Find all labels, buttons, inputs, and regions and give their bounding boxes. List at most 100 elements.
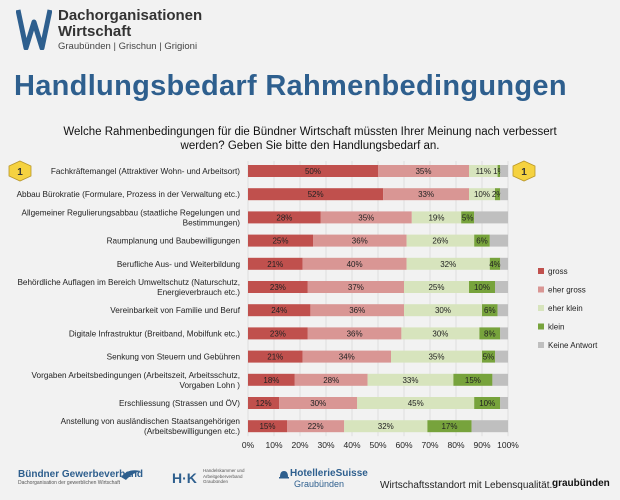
hk-sub1: Handelskammer und xyxy=(203,468,245,473)
bar-segment xyxy=(495,350,508,363)
organisation-logo-mark xyxy=(16,9,52,50)
data-label: 40% xyxy=(347,260,363,269)
bar-segment xyxy=(497,304,508,317)
bar-segment xyxy=(495,188,501,201)
x-tick-label: 40% xyxy=(343,440,360,450)
legend-label: Keine Antwort xyxy=(548,341,598,350)
bar-segment xyxy=(427,420,472,433)
hk-sub3: Graubünden xyxy=(203,479,229,484)
organisation-name: Dachorganisationen Wirtschaft xyxy=(58,8,202,40)
bar-segment xyxy=(320,211,412,224)
data-label: 30% xyxy=(310,399,326,408)
bar-segment xyxy=(248,257,303,270)
data-label: 5% xyxy=(462,213,474,222)
hotellerie-line2: Graubünden xyxy=(294,479,345,489)
bar-segment xyxy=(474,211,508,224)
rank-badge-label: 1 xyxy=(17,167,23,178)
bar-segment xyxy=(344,420,428,433)
category-label: Bestimmungen) xyxy=(183,218,241,227)
bar-segment xyxy=(248,327,308,340)
bar-segment xyxy=(378,165,469,177)
bar-segment xyxy=(248,350,303,363)
bar-segment xyxy=(401,327,480,340)
data-label: 2% xyxy=(492,190,504,199)
bar-segment xyxy=(248,234,313,247)
bar-segment xyxy=(482,350,495,363)
bar-segment xyxy=(248,397,280,409)
category-label: Vorgaben Lohn ) xyxy=(179,381,240,390)
category-label: Erschliessung (Strassen und ÖV) xyxy=(119,398,240,408)
legend-label: klein xyxy=(548,323,564,332)
question-line2: werden? Geben Sie bitte den Handlungsbed… xyxy=(180,140,440,152)
data-label: 8% xyxy=(484,329,496,338)
category-label: Energieverbrauch etc.) xyxy=(157,288,240,297)
category-label: Anstellung von ausländischen Staatsangeh… xyxy=(61,417,241,426)
bar-segment xyxy=(500,397,508,409)
data-label: 36% xyxy=(347,329,363,338)
bar-segment xyxy=(406,234,475,247)
bar-segment xyxy=(248,165,378,177)
data-label: 30% xyxy=(435,306,451,315)
data-label: 11% xyxy=(476,167,491,176)
bar-segment xyxy=(367,373,454,386)
legend-label: gross xyxy=(548,267,568,276)
x-tick-label: 60% xyxy=(395,440,412,450)
bar-segment xyxy=(310,304,404,317)
data-label: 37% xyxy=(348,283,364,292)
data-label: 21% xyxy=(267,260,283,269)
data-label: 26% xyxy=(432,237,448,246)
bar-segment xyxy=(469,281,495,293)
bar-segment xyxy=(248,281,308,293)
data-label: 19% xyxy=(428,213,444,222)
data-label: 45% xyxy=(408,399,424,408)
rank-badge-icon xyxy=(512,160,536,182)
data-label: 24% xyxy=(271,306,287,315)
bar-segment xyxy=(302,350,391,363)
data-label: 35% xyxy=(415,167,431,176)
category-label: (Arbeitsbewilligungen etc.) xyxy=(144,427,240,436)
data-label: 34% xyxy=(339,353,355,362)
category-label: Digitale Infrastruktur (Breitband, Mobil… xyxy=(69,329,240,338)
data-label: 25% xyxy=(272,237,288,246)
bar-segment xyxy=(307,327,402,340)
data-label: 15% xyxy=(465,376,481,385)
x-tick-label: 0% xyxy=(242,440,255,450)
bar-segment xyxy=(482,304,498,317)
gewerbeverband-name: Bündner Gewerbeverband xyxy=(18,469,144,480)
gewerbeverband-sub: Dachorganisation der gewerblichen Wirtsc… xyxy=(18,480,120,486)
footer-slogan: Wirtschaftsstandort mit Lebensqualität. xyxy=(380,480,553,491)
bar-segment xyxy=(357,397,475,409)
bar-segment xyxy=(248,211,321,224)
bar-segment xyxy=(294,373,368,386)
survey-question: Welche Rahmenbedingungen für die Bündner… xyxy=(60,125,560,153)
legend-swatch xyxy=(538,305,544,311)
legend-label: eher klein xyxy=(548,304,583,313)
footer-hk: H·K xyxy=(172,470,197,486)
category-label: Allgemeiner Regulierungsabbau (staatlich… xyxy=(22,208,241,217)
category-label: Behördliche Auflagen im Bereich Umweltsc… xyxy=(17,278,240,287)
data-label: 10% xyxy=(474,190,490,199)
footer-gewerbeverband: Bündner Gewerbeverband Dachorganisation … xyxy=(18,469,143,486)
x-tick-label: 20% xyxy=(291,440,308,450)
bar-segment xyxy=(307,281,404,293)
x-tick-label: 90% xyxy=(473,440,490,450)
legend-swatch xyxy=(538,286,544,293)
x-tick-label: 50% xyxy=(369,440,386,450)
category-label: Vereinbarkeit von Familie und Beruf xyxy=(110,306,240,315)
hk-subtext: Handelskammer und Arbeitgeberverband Gra… xyxy=(203,468,245,485)
data-label: 32% xyxy=(378,422,394,431)
hotellerie-line1: HotellerieSuisse xyxy=(290,468,368,479)
footer-graubuenden-logo: graubünden xyxy=(552,478,610,489)
data-label: 50% xyxy=(305,167,321,176)
category-label: Abbau Bürokratie (Formulare, Prozess in … xyxy=(17,190,241,199)
category-label: Berufliche Aus- und Weiterbildung xyxy=(117,260,241,269)
x-tick-label: 100% xyxy=(497,440,519,450)
rank-badge-icon xyxy=(8,160,32,182)
bar-segment xyxy=(474,397,501,409)
bar-segment xyxy=(248,304,311,317)
data-label: 52% xyxy=(308,190,324,199)
bar-segment xyxy=(383,188,469,201)
data-label: 15% xyxy=(259,422,275,431)
legend-swatch xyxy=(538,268,544,274)
data-label: 21% xyxy=(267,353,283,362)
